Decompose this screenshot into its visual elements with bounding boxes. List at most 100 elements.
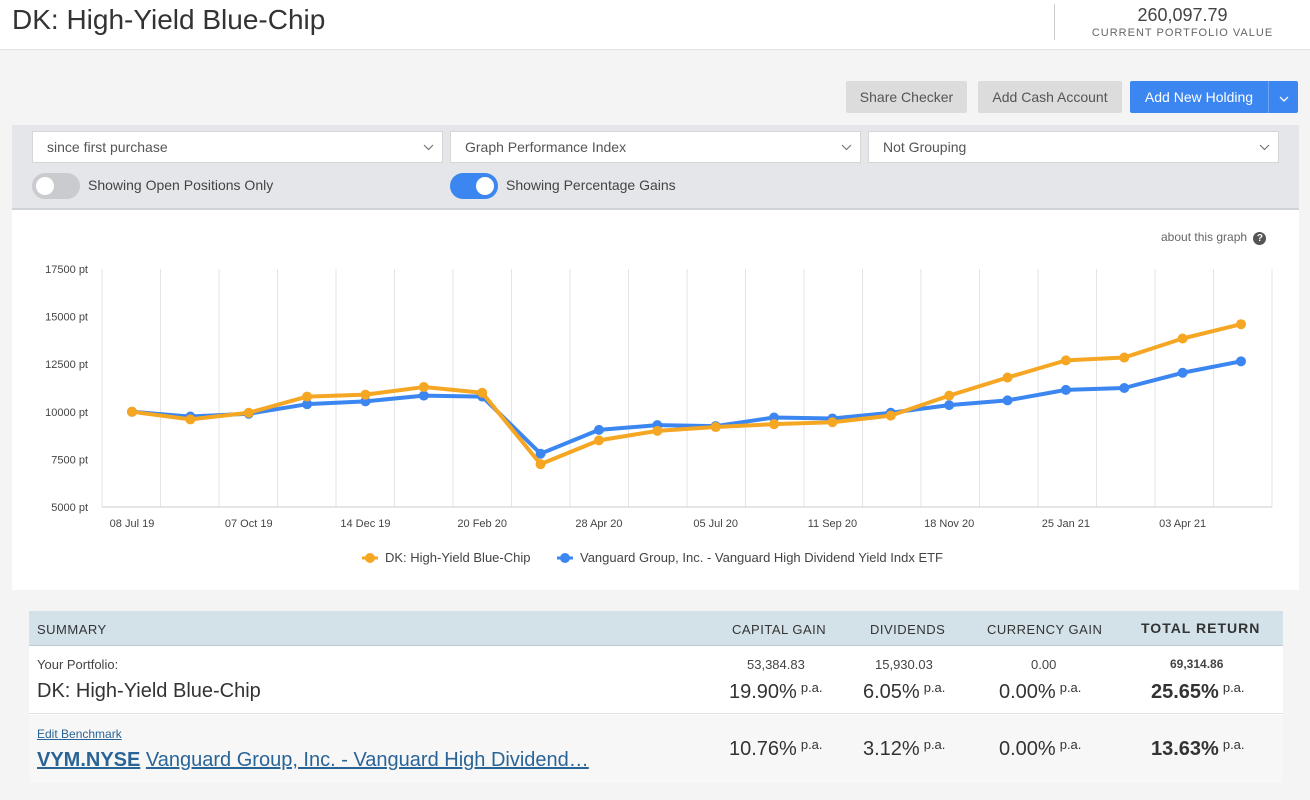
portfolio-label: Your Portfolio: (37, 657, 119, 672)
add-cash-account-button[interactable]: Add Cash Account (978, 81, 1122, 113)
page-title: DK: High-Yield Blue-Chip (12, 4, 326, 35)
add-holding-dropdown-button[interactable] (1268, 81, 1298, 113)
y-tick-label: 7500 pt (51, 454, 88, 466)
chevron-down-icon (1279, 89, 1289, 105)
summary-table: SUMMARY CAPITAL GAIN DIVIDENDS CURRENCY … (29, 611, 1283, 783)
capital-gain-header: CAPITAL GAIN (732, 622, 827, 637)
portfolio-capital-gain-pct: 19.90% p.a. (729, 680, 823, 704)
legend-label: DK: High-Yield Blue-Chip (385, 550, 530, 565)
y-tick-label: 12500 pt (45, 359, 88, 371)
edit-benchmark-link[interactable]: Edit Benchmark (37, 727, 122, 741)
y-tick-label: 10000 pt (45, 407, 88, 419)
pa-label: p.a. (923, 680, 946, 695)
legend-marker (365, 553, 375, 563)
x-tick-label: 28 Apr 20 (575, 518, 622, 530)
legend-label: Vanguard Group, Inc. - Vanguard High Div… (580, 550, 943, 565)
dividends-pct-text: 3.12% (863, 738, 920, 760)
portfolio-currency-gain-value: 0.00 (1031, 657, 1057, 672)
data-point (1119, 352, 1130, 363)
open-positions-label: Showing Open Positions Only (88, 177, 274, 193)
data-point (1060, 355, 1071, 366)
data-point (1060, 384, 1071, 395)
data-point (1002, 395, 1013, 406)
data-point (535, 448, 546, 459)
x-tick-label: 20 Feb 20 (457, 518, 507, 530)
x-tick-label: 11 Sep 20 (808, 518, 857, 530)
portfolio-value: 260,097.79 (1137, 5, 1228, 25)
series-line (131, 322, 1242, 467)
data-point (827, 417, 838, 428)
performance-graph-panel: about this graph ? 17500 pt 15000 pt 12500… (12, 210, 1299, 590)
data-point (302, 399, 313, 410)
benchmark-capital-gain-pct: 10.76% p.a. (729, 737, 823, 761)
percentage-gains-toggle[interactable]: Showing Percentage Gains (450, 173, 750, 199)
toggle-knob (476, 177, 494, 195)
portfolio-dividends-value: 15,930.03 (875, 657, 933, 672)
filter-bar: since first purchase Graph Performance I… (12, 125, 1299, 210)
x-tick-label: 05 Jul 20 (693, 518, 738, 530)
series-line (131, 359, 1242, 456)
open-positions-toggle[interactable]: Showing Open Positions Only (32, 173, 332, 199)
portfolio-capital-gain-value: 53,384.83 (747, 657, 805, 672)
summary-header-row: SUMMARY CAPITAL GAIN DIVIDENDS CURRENCY … (29, 611, 1283, 646)
data-point (944, 390, 955, 401)
summary-header: SUMMARY (37, 622, 107, 637)
capital-gain-pct-text: 10.76% (729, 738, 797, 760)
chevron-down-icon (423, 132, 434, 162)
pa-label: p.a. (1222, 680, 1245, 695)
toggle-knob (36, 177, 54, 195)
pa-label: p.a. (1222, 737, 1245, 752)
data-point (127, 406, 137, 417)
chevron-down-icon (1259, 132, 1270, 162)
y-tick-label: 17500 pt (45, 264, 88, 276)
data-point (535, 459, 546, 470)
add-new-holding-button[interactable]: Add New Holding (1130, 81, 1268, 113)
currency-gain-header: CURRENCY GAIN (987, 622, 1103, 637)
portfolio-value-label: CURRENT PORTFOLIO VALUE (1091, 27, 1274, 39)
data-point (243, 407, 254, 418)
period-select[interactable]: since first purchase (32, 131, 443, 163)
data-point (418, 390, 429, 401)
page-header: DK: High-Yield Blue-Chip 260,097.79 CURR… (0, 0, 1310, 50)
share-checker-button[interactable]: Share Checker (846, 81, 967, 113)
data-point (593, 424, 604, 435)
data-point (1236, 319, 1246, 330)
currency-gain-pct-text: 0.00% (999, 738, 1056, 760)
total-return-pct-text: 25.65% (1151, 681, 1219, 703)
portfolio-total-return-pct: 25.65% p.a. (1151, 680, 1245, 704)
portfolio-currency-gain-pct: 0.00% p.a. (999, 680, 1081, 704)
data-point (1002, 372, 1013, 383)
data-point (185, 414, 196, 425)
graph-type-select[interactable]: Graph Performance Index (450, 131, 861, 163)
x-tick-label: 18 Nov 20 (924, 518, 974, 530)
currency-gain-pct-text: 0.00% (999, 681, 1056, 703)
y-tick-label: 15000 pt (45, 312, 88, 324)
pa-label: p.a. (923, 737, 946, 752)
benchmark-total-return-pct: 13.63% p.a. (1151, 737, 1245, 761)
benchmark-currency-gain-pct: 0.00% p.a. (999, 737, 1081, 761)
portfolio-row: Your Portfolio: DK: High-Yield Blue-Chip… (29, 646, 1283, 714)
benchmark-name-line: VYM.NYSE Vanguard Group, Inc. - Vanguard… (37, 749, 589, 772)
x-tick-label: 07 Oct 19 (225, 518, 273, 530)
pa-label: p.a. (800, 737, 823, 752)
about-graph-label: about this graph (1161, 230, 1248, 244)
total-return-header: TOTAL RETURN (1141, 620, 1261, 636)
grouping-select[interactable]: Not Grouping (868, 131, 1279, 163)
capital-gain-pct-text: 19.90% (729, 681, 797, 703)
about-graph-link[interactable]: about this graph ? (1161, 230, 1267, 245)
y-tick-label: 5000 pt (51, 502, 88, 514)
total-return-pct-text: 13.63% (1151, 738, 1219, 760)
performance-chart: 17500 pt 15000 pt 12500 pt 10000 pt 7500 pt 5… (45, 264, 1273, 565)
period-select-value: since first purchase (47, 139, 168, 155)
data-point (1177, 367, 1188, 378)
dividends-pct-text: 6.05% (863, 681, 920, 703)
data-point (710, 422, 721, 433)
legend-marker (560, 553, 570, 563)
benchmark-ticker-link[interactable]: VYM.NYSE (37, 749, 141, 771)
data-point (1177, 333, 1188, 344)
benchmark-name-link[interactable]: Vanguard Group, Inc. - Vanguard High Div… (145, 749, 589, 771)
x-tick-label: 03 Apr 21 (1159, 518, 1206, 530)
pa-label: p.a. (1059, 737, 1082, 752)
data-point (885, 410, 896, 421)
dividends-header: DIVIDENDS (870, 622, 946, 637)
